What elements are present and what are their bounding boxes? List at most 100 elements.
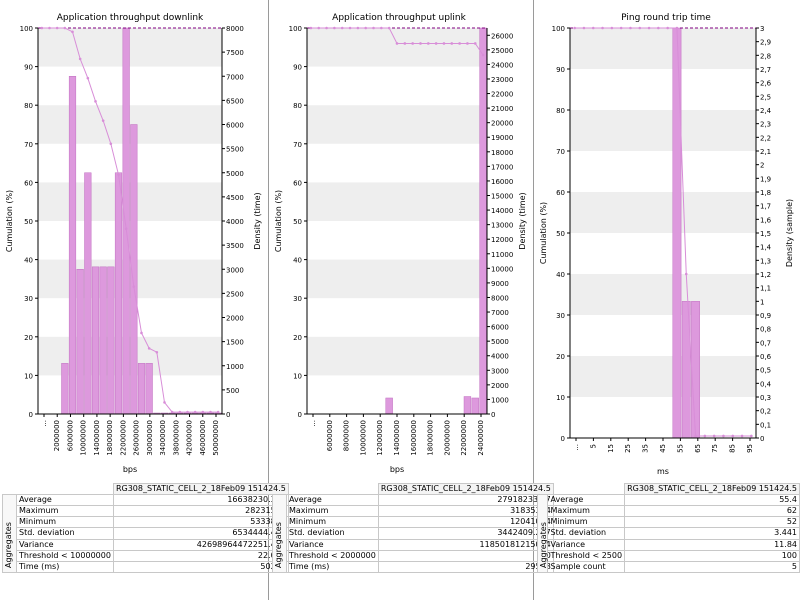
y-axis-label-left: Cumulation (%) — [5, 190, 14, 252]
cumulation-point — [140, 331, 143, 335]
aggregate-label: Maximum — [16, 505, 114, 518]
aggregate-label: Std. deviation — [547, 527, 626, 540]
chart-downlink: Application throughput downlink 0 10 20 30 40… — [5, 13, 262, 474]
aggregate-value: 52 — [624, 516, 800, 529]
cumulation-point — [387, 26, 391, 30]
y-tick-label-right: 12000 — [491, 236, 513, 244]
y-tick-label-right: 1,4 — [760, 244, 772, 252]
y-tick-label-left: 20 — [293, 334, 302, 342]
x-tick-label: 18000000 — [427, 420, 435, 456]
cumulation-point — [694, 434, 697, 438]
cumulation-point — [419, 42, 422, 45]
grid-band — [570, 274, 756, 315]
aggregate-value: 12041064 — [377, 516, 554, 529]
aggregate-label: Minimum — [286, 516, 379, 529]
aggregates-group-label: Aggregates — [272, 494, 287, 573]
y-tick-label-right: 0,9 — [760, 312, 771, 320]
aggregate-value: 29578 — [377, 560, 554, 574]
panel-divider — [533, 0, 534, 600]
panel-divider — [268, 0, 269, 600]
x-tick-label: 10000000 — [359, 420, 367, 456]
aggregate-value: 16638230.392 — [112, 493, 289, 507]
cumulation-point — [201, 410, 205, 414]
cumulation-point — [638, 26, 642, 30]
y-tick-label-left: 40 — [556, 271, 565, 279]
y-tick-label-right: 1000 — [226, 363, 244, 371]
cumulation-point — [450, 42, 454, 45]
y-tick-label-right: 1,3 — [760, 257, 771, 265]
cumulation-point — [427, 42, 430, 45]
aggregate-value: 55.4 — [624, 493, 800, 507]
aggregate-value: 22.007 — [112, 549, 289, 562]
cumulation-point — [186, 410, 189, 414]
y-tick-label-left: 90 — [556, 66, 565, 74]
aggregates-table-ping: RG308_STATIC_CELL_2_18Feb09 151424.5 Agg… — [536, 483, 800, 574]
y-tick-label-right: 0,5 — [760, 367, 771, 375]
cumulation-point — [40, 26, 44, 30]
cumulation-point — [458, 42, 461, 45]
histogram-bar — [99, 266, 107, 415]
histogram-bar — [385, 397, 393, 415]
x-axis-label: bps — [390, 465, 404, 474]
y-tick-label-right: 2,6 — [760, 80, 772, 88]
y-tick-label-left: 50 — [293, 218, 302, 226]
aggregate-label: Time (ms) — [16, 560, 114, 574]
y-tick-label-left: 90 — [24, 64, 33, 72]
cumulation-point — [722, 434, 725, 438]
aggregates-label: Aggregates — [4, 522, 13, 568]
cumulation-point — [675, 26, 679, 30]
x-tick-label: 45 — [659, 444, 667, 453]
y-tick-label-right: 4500 — [226, 194, 244, 202]
cumulation-point — [333, 26, 336, 30]
x-tick-label: 30000000 — [146, 420, 154, 456]
y-tick-label-left: 20 — [556, 353, 565, 361]
x-tick-label: 46000000 — [199, 420, 207, 456]
y-tick-label-left: 10 — [24, 372, 33, 380]
aggregate-value: 42698964472251.406 — [112, 538, 289, 551]
y-axis-label-right: Density (time) — [518, 192, 527, 249]
aggregates-label: Aggregates — [274, 522, 283, 568]
y-tick-label-right: 2,5 — [760, 93, 771, 101]
cumulation-point — [170, 410, 174, 414]
aggregate-label: Variance — [16, 538, 114, 551]
aggregate-value: 31835324 — [377, 505, 554, 518]
y-tick-label-left: 70 — [293, 141, 302, 149]
aggregate-label: Sample count — [547, 560, 626, 574]
x-tick-label: 14000000 — [393, 420, 401, 456]
x-tick-label: 75 — [711, 444, 719, 453]
y-tick-label-left: 60 — [293, 179, 302, 187]
aggregate-label: Average — [547, 493, 626, 507]
cumulation-point — [63, 26, 67, 30]
aggregate-value: 11.84 — [624, 538, 800, 551]
y-tick-label-right: 14000 — [491, 207, 513, 215]
histogram-bar — [107, 266, 115, 415]
y-tick-label-right: 0,8 — [760, 326, 771, 334]
y-tick-label-right: 0,3 — [760, 394, 771, 402]
y-tick-label-right: 5500 — [226, 146, 244, 154]
cumulation-point — [434, 42, 438, 45]
y-tick-label-right: 26000 — [491, 32, 513, 40]
y-tick-label-left: 10 — [556, 394, 565, 402]
y-tick-label-right: 4000 — [491, 353, 509, 361]
y-tick-label-left: 100 — [20, 25, 33, 33]
x-tick-label: 18000000 — [106, 420, 114, 456]
cumulation-point — [573, 26, 576, 30]
aggregates-group-label: Aggregates — [2, 494, 17, 573]
chart-title: Application throughput downlink — [57, 13, 204, 23]
y-tick-label-right: 1,8 — [760, 189, 771, 197]
y-tick-label-right: 0 — [226, 411, 230, 419]
y-tick-label-left: 0 — [298, 411, 302, 419]
y-tick-label-left: 50 — [24, 218, 33, 226]
histogram-bar — [691, 301, 700, 439]
cumulation-point — [48, 26, 51, 30]
cumulation-point — [481, 53, 485, 57]
y-tick-label-left: 70 — [24, 141, 33, 149]
aggregate-label: Variance — [286, 538, 379, 551]
histogram-bar — [91, 266, 100, 415]
y-tick-label-right: 2,1 — [760, 148, 771, 156]
y-tick-label-right: 2,2 — [760, 134, 771, 142]
y-tick-label-right: 10000 — [491, 265, 513, 273]
grid-band — [307, 259, 487, 299]
y-tick-label-left: 10 — [293, 372, 302, 380]
histogram-bar — [84, 172, 92, 415]
